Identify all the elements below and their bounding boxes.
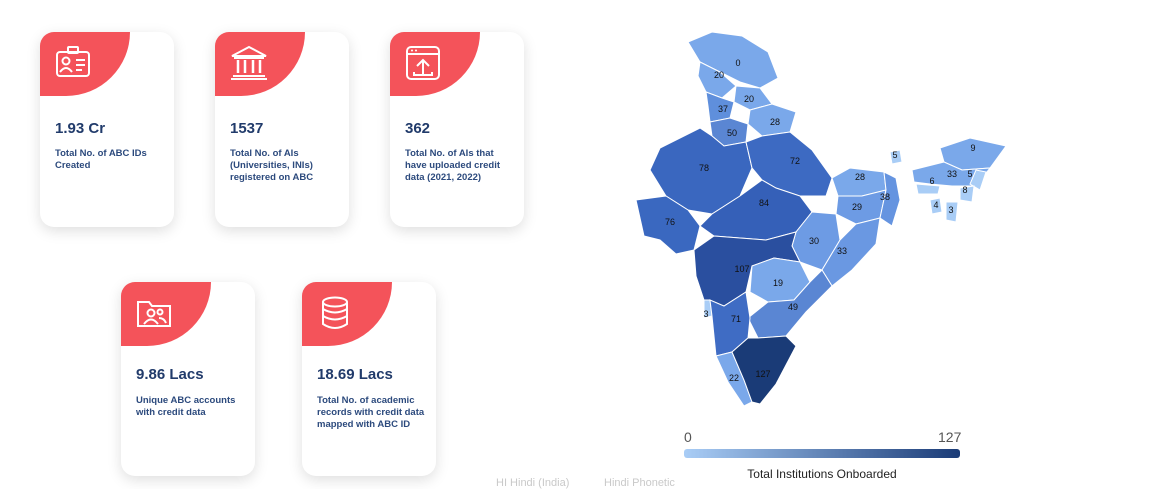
stat-card-unique-accounts: 9.86 Lacs Unique ABC accounts with credi… [121,282,255,476]
stat-card-academic-records: 18.69 Lacs Total No. of academic records… [302,282,436,476]
legend-color-scale [684,449,960,458]
state-sikkim[interactable] [889,149,903,165]
university-building-icon [231,45,267,80]
map-label-andhra-pradesh: 49 [788,302,798,312]
state-mizoram[interactable] [945,201,959,223]
state-uttar-pradesh[interactable] [745,131,833,197]
users-folder-icon [137,301,171,327]
map-label-rajasthan: 78 [699,163,709,173]
map-label-madhya-pradesh: 84 [759,198,769,208]
state-manipur[interactable] [959,185,975,203]
card-icon-badge [215,32,305,96]
upload-window-icon [406,46,440,80]
id-card-icon [56,46,90,77]
stat-description: Total No. of academic records with credi… [317,395,425,430]
state-nagaland[interactable] [969,169,987,191]
state-tripura[interactable] [929,197,943,215]
map-label-gujarat: 76 [665,217,675,227]
stat-description: Unique ABC accounts with credit data [136,395,236,418]
map-label-mizoram: 3 [948,205,953,215]
india-choropleth-map: 0 20 20 37 50 28 78 72 76 84 28 38 29 30… [635,31,1007,407]
stat-value: 1.93 Cr [55,120,106,137]
map-label-bihar: 28 [855,172,865,182]
map-label-tripura: 4 [933,200,938,210]
state-rajasthan[interactable] [649,127,753,215]
state-andhra-pradesh[interactable] [747,269,833,339]
stat-value: 18.69 Lacs [317,366,393,383]
legend-min-label: 0 [684,429,692,445]
stat-description: Total No. of AIs that have uploaded cred… [405,148,501,183]
legend-title: Total Institutions Onboarded [747,467,897,481]
map-label-goa: 3 [703,309,708,319]
state-odisha[interactable] [821,217,881,287]
stat-card-ais-registered: 1537 Total No. of AIs (Universities, INI… [215,32,349,227]
map-label-nagaland: 5 [967,169,972,179]
map-label-manipur: 8 [962,185,967,195]
stat-card-ais-uploaded: 362 Total No. of AIs that have uploaded … [390,32,524,227]
language-option-hindi[interactable]: HI Hindi (India) [496,477,570,489]
card-icon-badge [390,32,480,96]
stat-value: 362 [405,120,431,137]
stat-description: Total No. of AIs (Universities, INIs) re… [230,148,314,183]
map-label-punjab: 37 [718,104,728,114]
map-label-jammu-kashmir: 0 [735,58,740,68]
database-icon [322,296,348,329]
card-icon-badge [40,32,130,96]
map-label-assam: 33 [947,169,957,179]
map-label-sikkim: 5 [892,150,897,160]
legend-max-label: 127 [938,429,962,445]
stat-description: Total No. of ABC IDs Created [55,148,147,171]
stat-value: 1537 [230,120,264,137]
map-label-uttarakhand: 20 [744,94,754,104]
map-label-arunachal: 9 [970,143,975,153]
map-label-jharkhand: 29 [852,202,862,212]
map-label-west-bengal: 38 [880,192,890,202]
card-icon-badge [121,282,211,346]
map-label-odisha: 33 [837,246,847,256]
map-label-telangana: 19 [773,278,783,288]
language-option-hindi-phonetic[interactable]: Hindi Phonetic [604,477,675,489]
map-label-meghalaya: 6 [929,176,934,186]
map-label-tamil-nadu: 127 [755,369,770,379]
map-label-uttarakhand-upper: 28 [770,117,780,127]
map-label-haryana: 50 [727,128,737,138]
map-label-chhattisgarh: 30 [809,236,819,246]
state-meghalaya[interactable] [915,183,941,195]
stat-card-abc-ids: 1.93 Cr Total No. of ABC IDs Created [40,32,174,227]
stat-value: 9.86 Lacs [136,366,204,383]
map-label-himachal: 20 [714,70,724,80]
map-label-uttar-pradesh: 72 [790,156,800,166]
map-label-maharashtra: 107 [734,264,749,274]
map-label-karnataka: 71 [731,314,741,324]
card-icon-badge [302,282,392,346]
map-label-kerala: 22 [729,373,739,383]
state-tamil-nadu[interactable] [731,335,797,405]
state-west-bengal[interactable] [879,171,901,227]
